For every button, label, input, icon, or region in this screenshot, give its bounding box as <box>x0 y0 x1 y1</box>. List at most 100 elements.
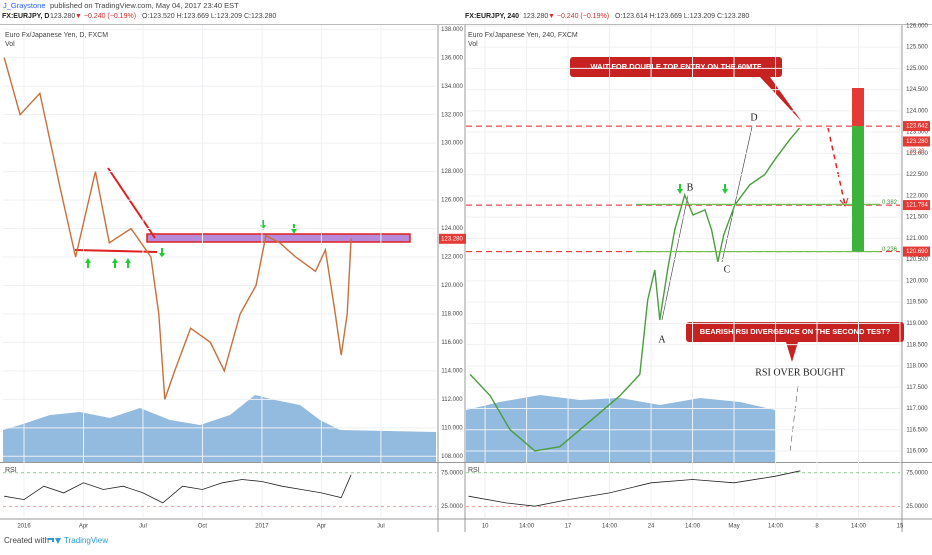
y-tick-label: 136.000 <box>441 55 463 61</box>
x-tick-label: 17 <box>565 524 572 530</box>
trend-line <box>107 167 156 239</box>
last-price-tag <box>439 233 466 244</box>
level-tag <box>903 246 930 257</box>
x-tick-label: Apr <box>317 524 326 530</box>
y-tick-label: 75.0000 <box>906 470 928 476</box>
y-tick-label: 132.000 <box>441 112 463 118</box>
note-text: RSI OVER BOUGHT <box>755 367 844 378</box>
y-tick-label: 116.000 <box>441 340 463 346</box>
y-tick-label: 124.500 <box>906 87 928 93</box>
wave-line <box>721 126 753 263</box>
y-tick-label: 123.000 <box>906 151 928 157</box>
y-tick-label: 128.000 <box>441 169 463 175</box>
x-tick-label: 8 <box>815 524 819 530</box>
resistance-zone <box>146 233 411 243</box>
x-tick-label: 14:00 <box>685 524 701 530</box>
y-tick-label: 118.500 <box>906 342 928 348</box>
created-with: Created with <box>4 536 49 545</box>
y-tick-label: 110.000 <box>441 425 463 431</box>
y-tick-label: 126.000 <box>441 198 463 204</box>
y-tick-label: 114.000 <box>441 368 463 374</box>
x-tick-label: 15 <box>897 524 904 530</box>
change: ▼ −0.240 (−0.19%) <box>75 13 136 20</box>
volume-area <box>3 395 436 462</box>
y-tick-label: 122.000 <box>906 193 928 199</box>
callout-box <box>686 322 904 342</box>
up-arrow <box>85 258 91 268</box>
y-tick-label: 25.0000 <box>441 504 463 510</box>
wave-label: B <box>687 182 694 193</box>
y-tick-label: 124.000 <box>906 108 928 114</box>
x-tick-label: May <box>728 524 739 530</box>
down-arrow <box>159 248 165 258</box>
x-tick-label: 24 <box>648 524 655 530</box>
y-tick-label: 118.000 <box>441 312 463 318</box>
fib-label: 0.382 <box>882 200 898 206</box>
panel-title: RSI <box>5 467 17 474</box>
y-tick-label: 125.000 <box>906 66 928 72</box>
y-tick-label: 117.500 <box>906 385 928 391</box>
last-price-label: 123.280 <box>441 236 463 242</box>
x-tick-label: 14:00 <box>602 524 618 530</box>
y-tick-label: 126.000 <box>906 23 928 29</box>
volume-label: Vol <box>468 41 478 48</box>
volume-label: Vol <box>5 41 15 48</box>
x-tick-label: Apr <box>79 524 88 530</box>
y-tick-label: 123.500 <box>906 130 928 136</box>
wave-label: C <box>724 264 731 275</box>
last-price-tag <box>903 136 930 147</box>
wave-line <box>661 194 689 321</box>
y-tick-label: 120.500 <box>906 257 928 263</box>
level-tag <box>903 121 930 132</box>
level-label: 120.690 <box>906 249 928 255</box>
x-tick-label: 14:00 <box>768 524 784 530</box>
x-tick-label: 2016 <box>17 524 31 530</box>
y-tick-label: 25.0000 <box>906 504 928 510</box>
volume-area <box>466 395 775 462</box>
level-tag <box>903 200 930 211</box>
y-tick-label: 120.000 <box>441 283 463 289</box>
callout-tail <box>786 342 798 362</box>
y-tick-label: 125.500 <box>906 45 928 51</box>
projection-arrow-head <box>839 197 849 207</box>
level-label: 123.642 <box>906 124 928 130</box>
chart-title: Euro Fx/Japanese Yen, D, FXCM <box>5 32 108 39</box>
x-tick-label: Jul <box>139 524 147 530</box>
fib-label: 0.236 <box>882 247 898 253</box>
panel-title: RSI <box>468 467 480 474</box>
last-time: 20:20 <box>909 149 925 155</box>
down-arrow <box>722 184 728 194</box>
risk-zone <box>852 88 864 127</box>
price-line <box>469 127 801 452</box>
dashed-pointer <box>789 385 799 453</box>
quote: 123.280 <box>50 13 75 20</box>
ohlc: O:123.520 H:123.669 L:123.209 C:123.280 <box>142 13 276 20</box>
x-tick-label: 14:00 <box>851 524 867 530</box>
y-tick-label: 121.500 <box>906 215 928 221</box>
x-tick-label: Jul <box>377 524 385 530</box>
change: ▼ −0.240 (−0.19%) <box>548 13 609 20</box>
last-price-label: 123.280 <box>906 139 928 145</box>
chart-title: Euro Fx/Japanese Yen, 240, FXCM <box>468 32 578 39</box>
quote: 123.280 <box>523 13 548 20</box>
level-label: 121.784 <box>906 203 928 209</box>
x-tick-label: 14:00 <box>519 524 535 530</box>
y-tick-label: 124.000 <box>441 226 463 232</box>
x-tick-label: Oct <box>198 524 208 530</box>
brand[interactable]: TradingView <box>64 536 108 545</box>
y-tick-label: 120.000 <box>906 278 928 284</box>
y-tick-label: 121.000 <box>906 236 928 242</box>
y-tick-label: 112.000 <box>441 397 463 403</box>
callout-text: BEARISH RSI DIVERGENCE ON THE SECOND TES… <box>700 327 891 336</box>
author[interactable]: J_Graystone <box>3 1 46 10</box>
header: J_Graystone published on TradingView.com… <box>3 1 239 10</box>
callout-text: WAIT FOR DOUBLE TOP ENTRY ON THE 60MTF <box>591 62 762 71</box>
y-tick-label: 117.000 <box>906 406 928 412</box>
symbol: FX:EURJPY, 240 <box>465 13 519 20</box>
y-tick-label: 119.500 <box>906 300 928 306</box>
y-tick-label: 130.000 <box>441 141 463 147</box>
y-tick-label: 122.000 <box>441 255 463 261</box>
reward-zone <box>852 126 864 252</box>
x-tick-label: 2017 <box>255 524 269 530</box>
